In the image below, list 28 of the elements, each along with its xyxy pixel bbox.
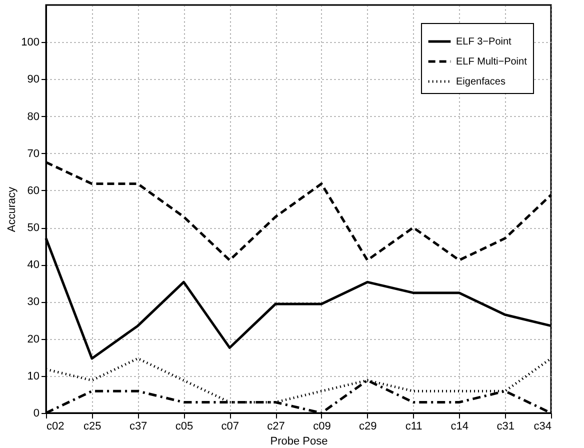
- x-tick-label: c31: [496, 420, 514, 432]
- x-tick-label: c37: [129, 420, 148, 432]
- y-tick-label: 10: [27, 370, 40, 382]
- y-axis-title: Accuracy: [6, 186, 18, 232]
- x-tick-label: c14: [450, 420, 469, 432]
- y-tick-label: 80: [27, 110, 40, 123]
- x-tick-label: c27: [267, 420, 285, 432]
- x-tick-label: c34: [534, 420, 552, 432]
- x-tick-label: c11: [405, 420, 422, 432]
- legend-label: Eigenfaces: [456, 76, 506, 88]
- x-tick-label: c29: [358, 420, 377, 432]
- x-tick-label: c05: [175, 420, 194, 432]
- x-tick-label: c09: [313, 420, 331, 432]
- x-tick-label: c07: [221, 420, 240, 432]
- y-tick-label: 60: [27, 184, 40, 197]
- y-tick-label: 70: [27, 148, 40, 160]
- y-tick-label: 30: [27, 296, 40, 308]
- y-tick-label: 20: [27, 333, 40, 346]
- y-tick-label: 50: [27, 222, 40, 234]
- y-tick-label: 90: [27, 74, 40, 86]
- y-tick-label: 0: [33, 408, 40, 420]
- x-tick-label: c25: [84, 420, 102, 432]
- x-axis-title: Probe Pose: [270, 436, 328, 448]
- x-tick-label: c02: [46, 420, 64, 432]
- legend-label: ELF 3−Point: [456, 36, 512, 48]
- y-tick-label: 40: [27, 259, 40, 272]
- legend-label: ELF Multi−Point: [456, 56, 528, 68]
- y-tick-label: 100: [21, 36, 40, 49]
